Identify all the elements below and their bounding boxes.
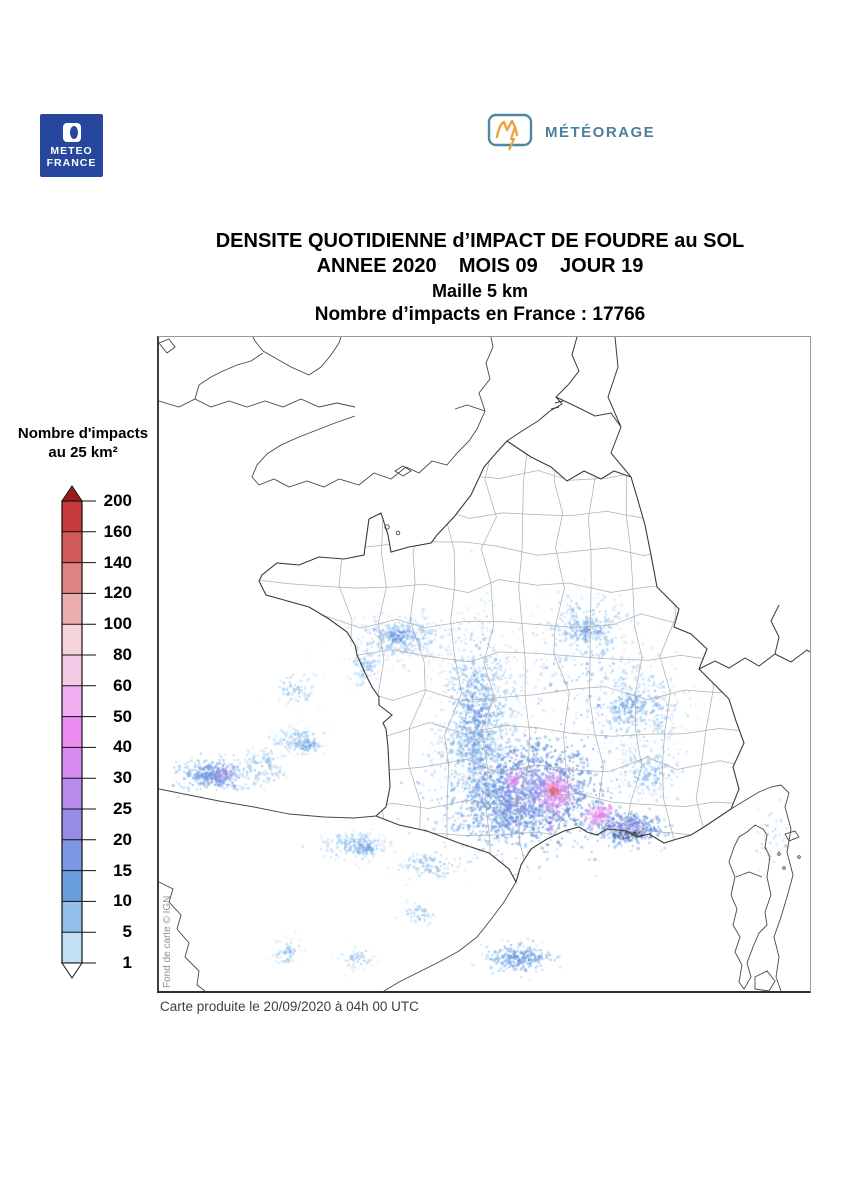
meteo-france-line2: FRANCE [46, 157, 97, 169]
meteo-france-glyph-oval [69, 126, 78, 139]
legend-value-label: 160 [103, 521, 132, 541]
production-caption: Carte produite le 20/09/2020 à 04h 00 UT… [160, 999, 419, 1014]
meteo-france-logo: METEO FRANCE [40, 114, 103, 177]
legend-value-label: 15 [113, 860, 132, 880]
color-scale-bar [61, 485, 96, 979]
spain-coastline [159, 788, 517, 991]
legend-value-label: 5 [122, 922, 132, 942]
lightning-icon [487, 113, 533, 151]
meteorage-logo: MÉTÉORAGE [487, 112, 655, 152]
legend-value-label: 1 [122, 953, 132, 972]
department-boundaries [259, 441, 744, 881]
title-block: DENSITE QUOTIDIENNE d’IMPACT DE FOUDRE a… [130, 229, 830, 327]
meteo-france-line1: METEO [50, 145, 93, 157]
legend-title: Nombre d'impacts au 25 km² [8, 424, 158, 462]
northern-countries-outlines [506, 337, 810, 670]
legend-value-label: 100 [103, 614, 132, 634]
lightning-density-map: Fond de carte © IGN [157, 336, 811, 993]
meteo-france-glyph-icon [62, 123, 81, 142]
legend-title-line1: Nombre d'impacts [17, 425, 149, 442]
legend-value-label: 25 [113, 799, 132, 818]
legend-value-label: 40 [113, 737, 132, 757]
legend-value-label: 30 [113, 768, 132, 788]
page-title: DENSITE QUOTIDIENNE d’IMPACT DE FOUDRE a… [215, 230, 745, 252]
legend-value-label: 20 [113, 829, 132, 849]
legend-value-label: 120 [103, 583, 132, 603]
france-outline [258, 440, 745, 884]
legend-value-label: 60 [113, 675, 132, 695]
color-scale-legend: 200 160 140 120 100 80 60 50 40 30 25 20 15 10 5 1 [58, 484, 148, 989]
title-date-line: ANNEE 2020 MOIS 09 JOUR 19 [316, 255, 644, 277]
title-grid-line: Maille 5 km [431, 281, 529, 301]
map-credit: Fond de carte © IGN [162, 895, 173, 988]
meteo-france-logo-text: METEO FRANCE [47, 145, 97, 169]
basemap-outlines [159, 337, 810, 991]
legend-title-line2: au 25 km² [48, 444, 118, 461]
legend-value-label: 80 [113, 645, 132, 664]
legend-value-label: 50 [113, 706, 132, 726]
title-impacts-line: Nombre d’impacts en France : 17766 [314, 304, 646, 325]
legend-value-label: 200 [103, 491, 132, 510]
legend-value-label: 140 [103, 552, 132, 572]
legend-value-label: 10 [113, 891, 132, 911]
meteorage-label: MÉTÉORAGE [545, 123, 656, 141]
england-coastline [159, 337, 494, 536]
italy-corsica-coastline [728, 784, 801, 991]
